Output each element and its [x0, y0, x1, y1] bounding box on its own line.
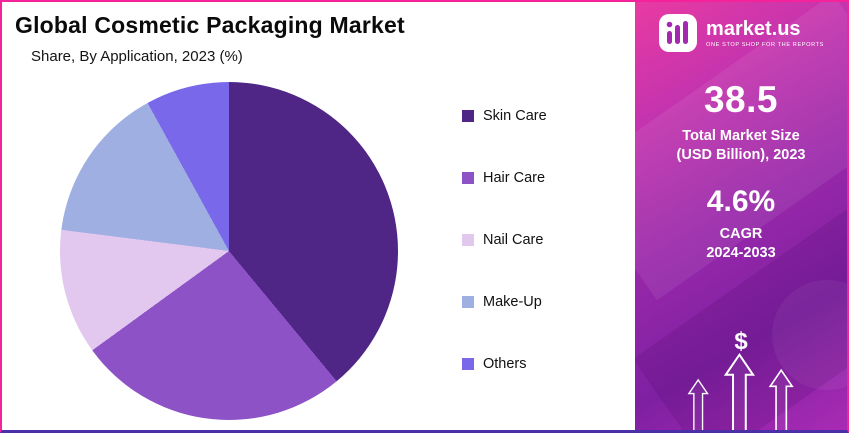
legend-item-make-up: Make-Up	[462, 294, 547, 310]
legend-label: Hair Care	[483, 170, 546, 186]
chart-title: Global Cosmetic Packaging Market	[15, 12, 405, 38]
market-size-label: Total Market Size (USD Billion), 2023	[677, 127, 806, 165]
growth-arrows	[635, 352, 847, 430]
brand-tagline: ONE STOP SHOP FOR THE REPORTS	[706, 41, 824, 48]
legend: Skin Care Hair Care Nail Care Make-Up Others	[462, 108, 547, 372]
legend-item-others: Others	[462, 356, 547, 372]
marketus-logo-icon	[658, 13, 698, 53]
chart-area: Global Cosmetic Packaging Market Share, …	[2, 2, 635, 430]
legend-label: Nail Care	[483, 232, 544, 248]
legend-swatch	[462, 296, 474, 308]
brand-name: market.us	[706, 17, 801, 40]
legend-swatch	[462, 358, 474, 370]
brand-text: market.us ONE STOP SHOP FOR THE REPORTS	[706, 19, 824, 48]
legend-item-hair-care: Hair Care	[462, 170, 547, 186]
dollar-icon: $	[734, 328, 748, 355]
legend-swatch	[462, 234, 474, 246]
legend-label: Make-Up	[483, 294, 542, 310]
brand: market.us ONE STOP SHOP FOR THE REPORTS	[658, 13, 824, 53]
legend-label: Others	[483, 356, 527, 372]
cagr-label: CAGR 2024-2033	[706, 225, 775, 263]
legend-item-skin-care: Skin Care	[462, 108, 547, 124]
chart-subtitle: Share, By Application, 2023 (%)	[31, 48, 243, 65]
legend-swatch	[462, 110, 474, 122]
pie-chart	[60, 82, 398, 420]
market-size-value: 38.5	[703, 79, 778, 120]
brand-panel: market.us ONE STOP SHOP FOR THE REPORTS …	[635, 2, 847, 430]
cagr-label-line1: CAGR	[719, 225, 763, 242]
legend-item-nail-care: Nail Care	[462, 232, 547, 248]
legend-label: Skin Care	[483, 108, 547, 124]
market-size-label-line1: Total Market Size	[682, 128, 800, 144]
legend-swatch	[462, 172, 474, 184]
cagr-value: 4.6%	[706, 184, 776, 218]
growth-arrow-icon	[687, 378, 710, 430]
growth-arrow-icon	[723, 352, 755, 430]
growth-arrow-icon	[769, 368, 795, 430]
market-size-label-line2: (USD Billion), 2023	[676, 146, 806, 163]
cagr-label-line2: 2024-2033	[706, 244, 776, 261]
